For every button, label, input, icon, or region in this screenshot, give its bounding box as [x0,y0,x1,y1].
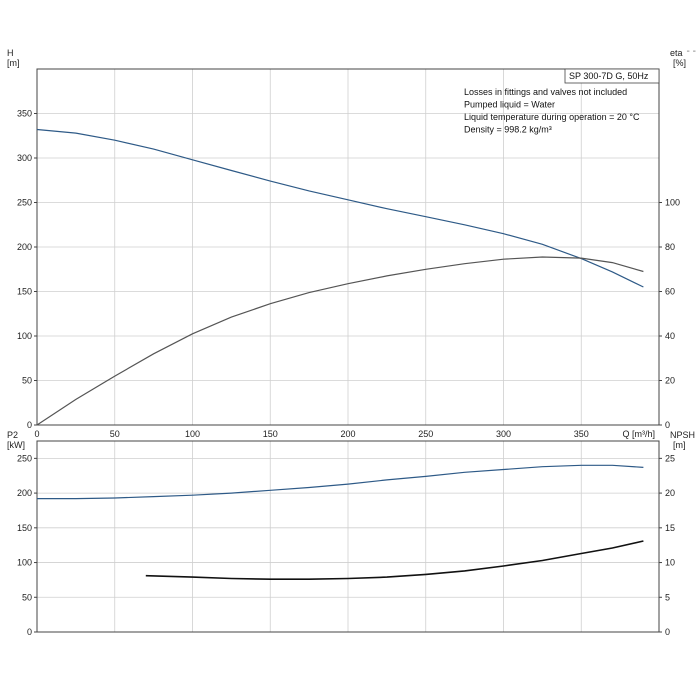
top-xtick-label: 50 [110,429,120,439]
bottom-y2tick-label: 15 [665,523,675,533]
bottom-ytick-label: 50 [22,592,32,602]
bottom-y2tick-label: 0 [665,627,670,637]
top-y2tick-label: 0 [665,420,670,430]
top-xtick-label: 300 [496,429,511,439]
top-y2-axis-label: eta [670,48,683,58]
top-ytick-label: 300 [17,153,32,163]
top-ytick-label: 350 [17,109,32,119]
top-y2tick-label: 60 [665,287,675,297]
corner-mark: - - [686,46,696,57]
top-series-line-2 [36,256,644,426]
bottom-ytick-label: 100 [17,558,32,568]
top-note-line: Pumped liquid = Water [464,100,555,110]
bottom-y-axis-unit: [kW] [7,440,25,450]
top-ytick-label: 250 [17,198,32,208]
top-xtick-label: 0 [34,429,39,439]
top-y2tick-label: 100 [665,198,680,208]
top-y2tick-label: 20 [665,376,675,386]
top-y2-axis-unit: [%] [673,58,686,68]
top-xtick-label: 100 [185,429,200,439]
top-ytick-label: 0 [27,420,32,430]
top-y-axis-label: H [7,48,14,58]
bottom-series-line-2 [145,540,644,581]
top-ytick-label: 100 [17,331,32,341]
top-ytick-label: 50 [22,376,32,386]
top-y2tick-label: 40 [665,331,675,341]
top-note-line: Losses in fittings and valves not includ… [464,87,627,97]
top-xtick-label: 150 [263,429,278,439]
top-note-line: Liquid temperature during operation = 20… [464,112,640,122]
top-series-line-1 [36,128,644,288]
bottom-ytick-label: 0 [27,627,32,637]
top-xtick-label: 200 [340,429,355,439]
bottom-plot-frame [36,440,660,633]
top-y2tick-label: 80 [665,242,675,252]
top-y-axis-unit: [m] [7,58,20,68]
bottom-y2tick-label: 5 [665,592,670,602]
bottom-ytick-label: 200 [17,488,32,498]
top-ytick-label: 150 [17,287,32,297]
bottom-y2-axis-unit: [m] [673,440,686,450]
top-tag-box [564,68,660,84]
bottom-ytick-label: 150 [17,523,32,533]
bottom-ytick-label: 250 [17,453,32,463]
top-xtick-label: 350 [574,429,589,439]
bottom-y2tick-label: 10 [665,558,675,568]
bottom-y2-axis-label: NPSH [670,430,695,440]
bottom-y2tick-label: 25 [665,453,675,463]
bottom-series-line-1 [37,464,644,500]
bottom-y2tick-label: 20 [665,488,675,498]
top-x-axis-label: Q [m³/h] [622,429,655,439]
top-xtick-label: 250 [418,429,433,439]
top-note-line: Density = 998.2 kg/m³ [464,125,552,135]
top-pump-tag: SP 300-7D G, 50Hz [569,71,649,81]
bottom-y-axis-label: P2 [7,430,18,440]
top-ytick-label: 200 [17,242,32,252]
